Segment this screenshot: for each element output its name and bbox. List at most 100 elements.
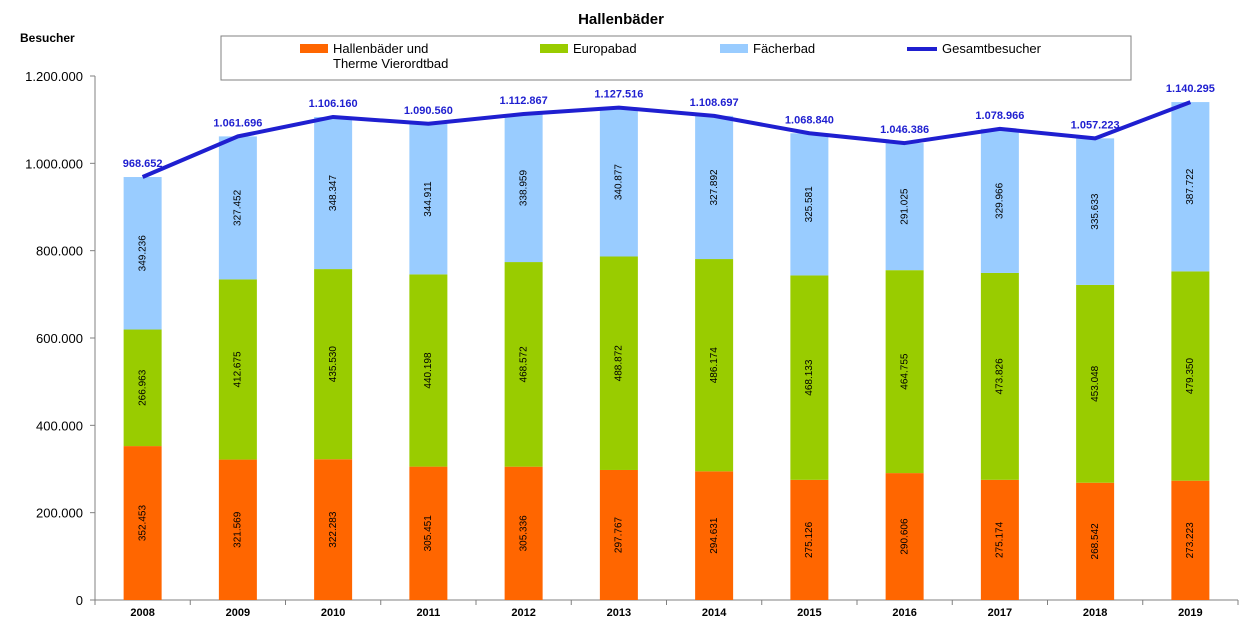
- bar-segment: [504, 114, 543, 263]
- bar-segment-label: 468.133: [804, 359, 815, 396]
- bar-segment: [885, 473, 924, 600]
- segment-labels-group: 352.453 266.963 349.236 321.569 412.675 327.4…: [137, 164, 1196, 560]
- bar-segment-label: 488.872: [614, 345, 625, 382]
- total-data-label: 1.127.516: [594, 89, 643, 101]
- bars-group: [123, 102, 1210, 600]
- y-tick-label: 400.000: [36, 418, 83, 433]
- x-tick-label: 2018: [1083, 607, 1107, 619]
- y-tick-label: 0: [76, 593, 83, 608]
- bar-segment-label: 344.911: [423, 181, 434, 217]
- bar-segment-label: 327.892: [709, 169, 720, 206]
- bar-segment-label: 340.877: [614, 164, 625, 201]
- bar-segment: [980, 272, 1019, 480]
- legend-label: Hallenbäder und: [333, 41, 428, 56]
- bar-segment: [1171, 102, 1210, 272]
- y-tick-label: 200.000: [36, 506, 83, 521]
- bar-segment-label: 348.347: [328, 175, 339, 212]
- y-tick-label: 1.200.000: [25, 69, 83, 84]
- bar-segment: [314, 116, 353, 270]
- bar-segment-label: 273.223: [1185, 522, 1196, 559]
- x-tick-label: 2011: [416, 607, 440, 619]
- bar-segment: [218, 279, 257, 460]
- bar-segment: [790, 133, 829, 276]
- bar-segment: [1076, 284, 1115, 483]
- bar-segment-label: 479.350: [1185, 358, 1196, 395]
- bar-segment: [790, 275, 829, 480]
- total-line: [141, 100, 1192, 179]
- legend-swatch: [540, 44, 568, 53]
- x-tick-label: 2013: [607, 607, 631, 619]
- bar-segment-label: 294.631: [709, 517, 720, 554]
- bar-segment-label: 464.755: [899, 353, 910, 390]
- bar-segment-label: 275.174: [995, 521, 1006, 558]
- bar-segment-label: 338.959: [518, 170, 529, 207]
- bar-segment: [1076, 138, 1115, 285]
- bar-segment: [314, 459, 353, 600]
- total-line-group: 968.652 1.061.696 1.106.160 1.090.560 1.112.…: [123, 83, 1215, 179]
- bar-segment: [790, 479, 829, 600]
- bar-segment: [885, 143, 924, 271]
- bar-segment-label: 305.451: [423, 515, 434, 552]
- bar-segment-label: 473.826: [995, 358, 1006, 395]
- x-tick-label: 2010: [321, 607, 345, 619]
- y-tick-label: 1.000.000: [25, 156, 83, 171]
- legend-label: Europabad: [573, 41, 637, 56]
- total-data-label: 1.140.295: [1166, 83, 1215, 95]
- total-data-label: 1.061.696: [213, 117, 262, 129]
- bar-segment: [218, 136, 257, 280]
- bar-segment: [1171, 271, 1210, 481]
- bar-segment: [123, 177, 162, 330]
- bar-segment: [599, 256, 638, 470]
- total-data-label: 1.057.223: [1071, 119, 1120, 131]
- x-tick-label: 2019: [1178, 607, 1202, 619]
- bar-segment-label: 321.569: [233, 511, 244, 548]
- y-tick-labels-group: 0 200.000 400.000 600.000 800.000 1.000.000 1.…: [25, 69, 83, 608]
- bar-segment: [218, 459, 257, 600]
- x-tick-labels-group: 2008 2009 2010 2011 2012 2013 2014 2015 2016 2017…: [130, 607, 1202, 619]
- bar-segment: [695, 115, 734, 260]
- bar-segment-label: 349.236: [137, 235, 148, 272]
- bar-segment: [1171, 480, 1210, 600]
- x-tick-label: 2008: [130, 607, 154, 619]
- x-tick-label: 2012: [511, 607, 535, 619]
- total-data-label: 1.068.840: [785, 114, 834, 126]
- legend-label: Therme Vierordtbad: [333, 56, 448, 71]
- bar-segment-label: 297.767: [614, 516, 625, 553]
- bar-segment: [885, 270, 924, 474]
- legend-label: Gesamtbesucher: [942, 41, 1042, 56]
- bar-segment: [599, 469, 638, 600]
- bar-segment-label: 335.633: [1090, 193, 1101, 230]
- bar-segment: [123, 329, 162, 447]
- bar-segment-label: 387.722: [1185, 168, 1196, 205]
- bar-segment: [409, 274, 448, 467]
- total-data-label: 1.090.560: [404, 105, 453, 117]
- bar-segment-label: 352.453: [137, 505, 148, 542]
- bar-segment: [695, 471, 734, 600]
- legend-box: [220, 35, 1132, 81]
- axes: [90, 75, 1239, 605]
- bar-segment-label: 327.452: [233, 189, 244, 226]
- bar-segment-label: 325.581: [804, 186, 815, 223]
- bar-segment: [409, 123, 448, 275]
- bar-segment: [314, 269, 353, 460]
- total-data-label: 1.108.697: [690, 97, 739, 109]
- bar-segment-label: 435.530: [328, 346, 339, 383]
- legend-label: Fächerbad: [753, 41, 815, 56]
- total-data-label: 1.046.386: [880, 124, 929, 136]
- bar-segment-label: 486.174: [709, 347, 720, 384]
- bar-segment: [409, 466, 448, 600]
- bar-segment: [980, 479, 1019, 600]
- bar-segment: [599, 107, 638, 257]
- bar-segment-label: 440.198: [423, 352, 434, 389]
- bar-segment: [1076, 482, 1115, 600]
- bar-segment-label: 329.966: [995, 182, 1006, 219]
- x-tick-label: 2014: [702, 607, 727, 619]
- bar-segment-label: 266.963: [137, 369, 148, 406]
- bar-segment-label: 305.336: [518, 515, 529, 552]
- x-tick-label: 2016: [892, 607, 916, 619]
- total-data-label: 1.078.966: [975, 110, 1024, 122]
- bar-segment: [504, 262, 543, 467]
